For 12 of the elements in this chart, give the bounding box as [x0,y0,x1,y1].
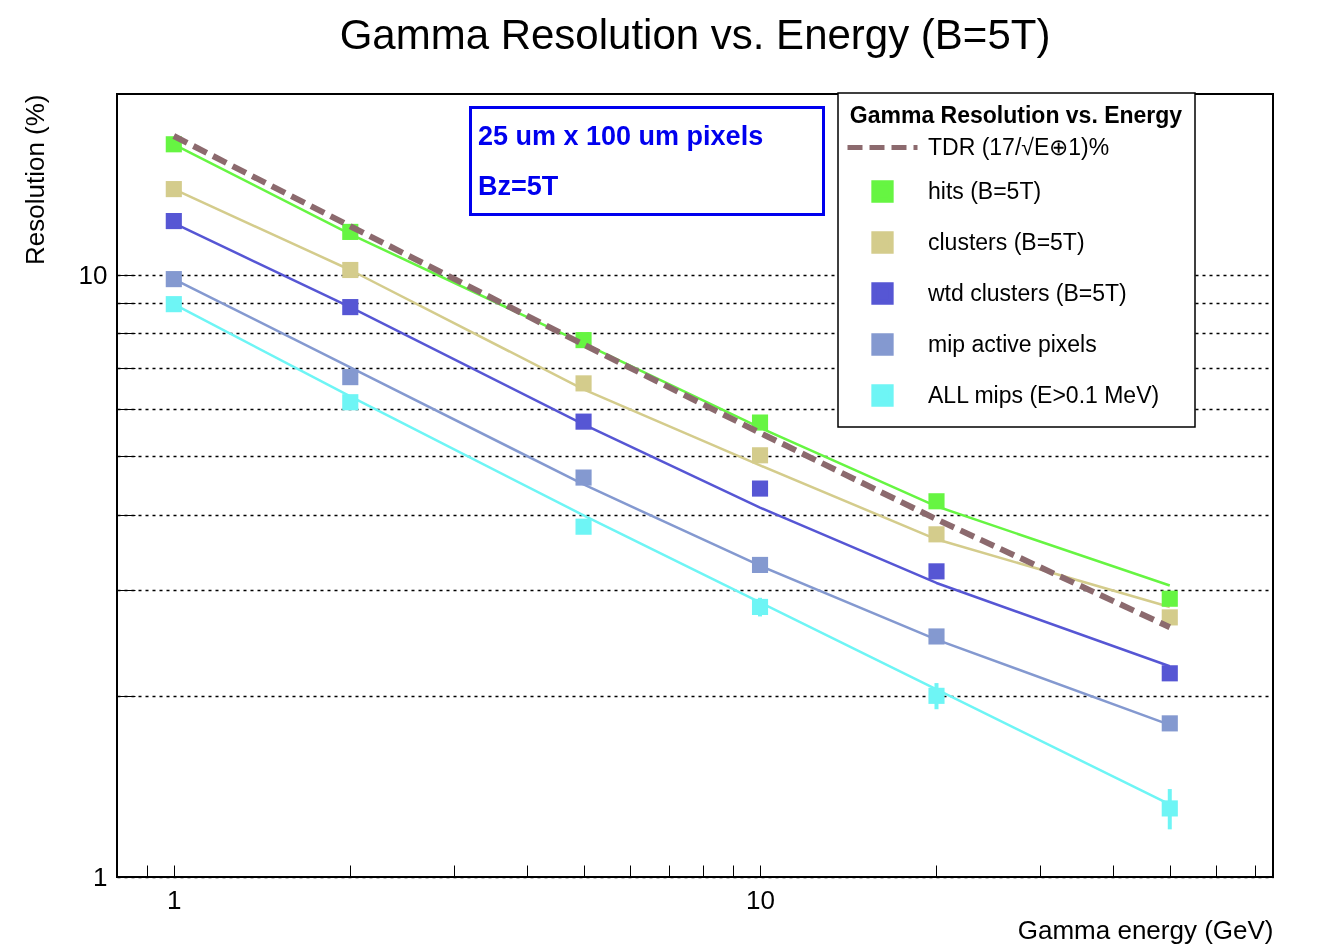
legend-title: Gamma Resolution vs. Energy [849,102,1183,128]
legend-label: wtd clusters (B=5T) [927,279,1127,306]
annotation: Bz=5T [478,170,560,203]
x-axis-title: Gamma energy (GeV) [1017,914,1274,945]
legend-label: ALL mips (E>0.1 MeV) [928,381,1160,408]
legend-label: mip active pixels [928,330,1097,357]
chart-title: Gamma Resolution vs. Energy (B=5T) [339,11,1051,59]
legend-label: clusters (B=5T) [928,228,1085,255]
legend-label: TDR (17/√E⊕1)% [928,133,1110,160]
annotation: 25 um x 100 um pixels [478,120,765,153]
legend-label: hits (B=5T) [928,177,1042,204]
y-axis-title: Resolution (%) [19,94,50,266]
